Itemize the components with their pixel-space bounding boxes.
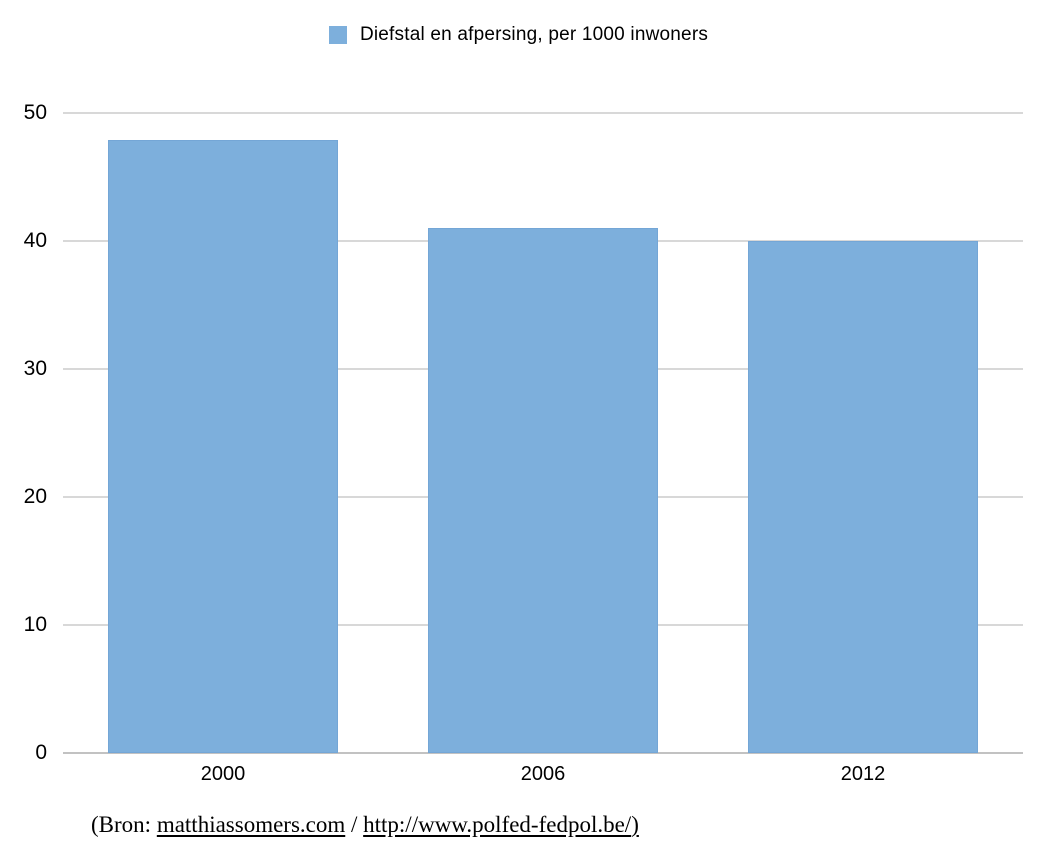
y-tick-label: 20: [23, 485, 47, 508]
bar: [108, 139, 338, 753]
source-prefix: (Bron:: [91, 812, 157, 837]
legend-swatch-icon: [328, 26, 347, 44]
x-tick-label: 2006: [520, 763, 566, 785]
x-tick-label: 2012: [840, 763, 886, 785]
chart-legend: Diefstal en afpersing, per 1000 inwoners: [0, 24, 1037, 46]
legend-label: Diefstal en afpersing, per 1000 inwoners: [359, 24, 709, 45]
bar: [428, 228, 658, 753]
source-attribution: (Bron: matthiassomers.com / http://www.p…: [91, 810, 639, 840]
y-tick-label: 0: [35, 741, 47, 764]
x-axis-baseline: [63, 752, 1023, 754]
source-link-polfed-fedpol[interactable]: http://www.polfed-fedpol.be/: [363, 812, 632, 837]
y-tick-label: 40: [23, 229, 47, 252]
y-tick-label: 50: [23, 101, 47, 124]
source-link-matthiassomers[interactable]: matthiassomers.com: [156, 812, 346, 837]
bar: [748, 241, 978, 753]
gridline: [63, 112, 1023, 114]
source-separator: /: [345, 812, 364, 837]
y-tick-label: 10: [23, 613, 47, 636]
y-tick-label: 30: [23, 357, 47, 380]
x-tick-label: 2000: [200, 763, 246, 785]
source-suffix: ): [631, 812, 639, 837]
